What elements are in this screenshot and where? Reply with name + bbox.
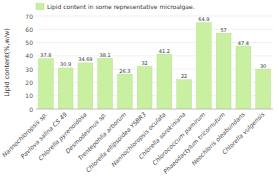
bar <box>177 80 192 109</box>
data-label: 30.9 <box>60 61 71 67</box>
bar <box>236 46 251 109</box>
data-label: 47.4 <box>238 40 249 46</box>
y-tick-label: 10 <box>25 92 33 99</box>
data-label: 57 <box>220 27 226 33</box>
bar <box>58 68 73 109</box>
bar <box>38 59 53 109</box>
bar <box>196 23 211 109</box>
y-axis: 0 10 20 30 40 50 60 70 <box>25 13 33 113</box>
bar <box>137 66 152 109</box>
bar <box>98 58 113 109</box>
bar <box>117 74 132 109</box>
data-label: 64.9 <box>198 16 209 22</box>
y-tick-label: 30 <box>25 66 33 73</box>
chart-container: 010203040506070Lipid content(%,w/w)37.83… <box>0 0 279 181</box>
bar <box>216 33 231 109</box>
x-tick-label: Chlorella vulgensis <box>221 111 267 157</box>
legend-label: Lipid content in some representative mic… <box>47 3 195 11</box>
y-tick-label: 60 <box>25 26 33 33</box>
legend-swatch <box>36 4 44 10</box>
y-tick-label: 20 <box>25 79 33 86</box>
y-tick-label: 70 <box>25 13 33 20</box>
y-tick-label: 40 <box>25 52 33 59</box>
data-label: 34.69 <box>78 56 92 62</box>
grid <box>36 16 273 109</box>
data-label: 37.8 <box>40 52 51 58</box>
y-tick-label: 0 <box>29 106 33 113</box>
bar <box>78 63 93 109</box>
grid-line <box>36 16 273 17</box>
data-label: 32 <box>141 60 147 66</box>
data-label: 38.1 <box>100 52 111 58</box>
x-axis: Nannochloropsis sp.Pavlova salina CS 49C… <box>1 110 267 175</box>
bar <box>256 69 271 109</box>
data-labels: 37.8 30.9 34.69 38.1 26.3 32 41.2 22 64.9 57 47.4 3… <box>40 16 266 79</box>
data-label: 30 <box>260 63 266 69</box>
data-label: 22 <box>181 73 187 79</box>
data-label: 41.2 <box>159 48 170 54</box>
grid-line <box>36 29 273 30</box>
y-tick-label: 50 <box>25 39 33 46</box>
x-axis-line <box>36 109 273 110</box>
bars <box>38 23 270 109</box>
grid-line <box>36 109 273 110</box>
bar <box>157 54 172 109</box>
data-label: 26.3 <box>119 68 130 74</box>
legend: Lipid content in some representative mic… <box>36 3 195 11</box>
chart: 010203040506070Lipid content(%,w/w)37.83… <box>0 0 279 181</box>
y-axis-label: Lipid content(%,w/w) <box>3 28 11 97</box>
